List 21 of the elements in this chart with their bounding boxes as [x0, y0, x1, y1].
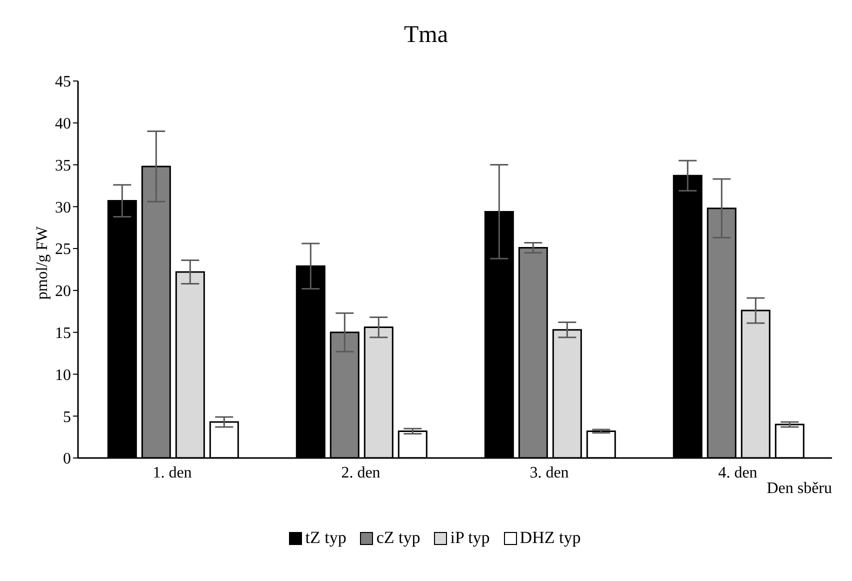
x-tick-label: 2. den — [341, 464, 380, 482]
y-tick-label: 15 — [55, 325, 71, 342]
y-tick-label: 5 — [63, 408, 71, 426]
legend-label: tZ typ — [305, 528, 346, 548]
y-tick-label: 35 — [55, 157, 71, 174]
x-tick-label: 4. den — [718, 464, 758, 482]
y-tick-label: 40 — [55, 116, 71, 133]
y-tick-label: 30 — [55, 199, 71, 216]
y-tick-label: 20 — [55, 283, 71, 300]
legend-label: DHZ typ — [520, 528, 581, 548]
y-axis-title: pmol/g FW — [34, 226, 52, 300]
x-tick-label: 3. den — [530, 464, 569, 482]
y-tick-label: 45 — [55, 74, 71, 91]
x-axis-title: Den sběru — [766, 480, 832, 498]
y-tick-label: 25 — [55, 241, 71, 258]
y-tick-label: 10 — [55, 366, 71, 384]
legend-label: iP typ — [450, 528, 490, 548]
legend-label: cZ typ — [376, 528, 420, 548]
y-tick-label: 0 — [63, 450, 71, 468]
x-tick-label: 1. den — [152, 464, 192, 482]
chart-title: Tma — [403, 22, 449, 49]
